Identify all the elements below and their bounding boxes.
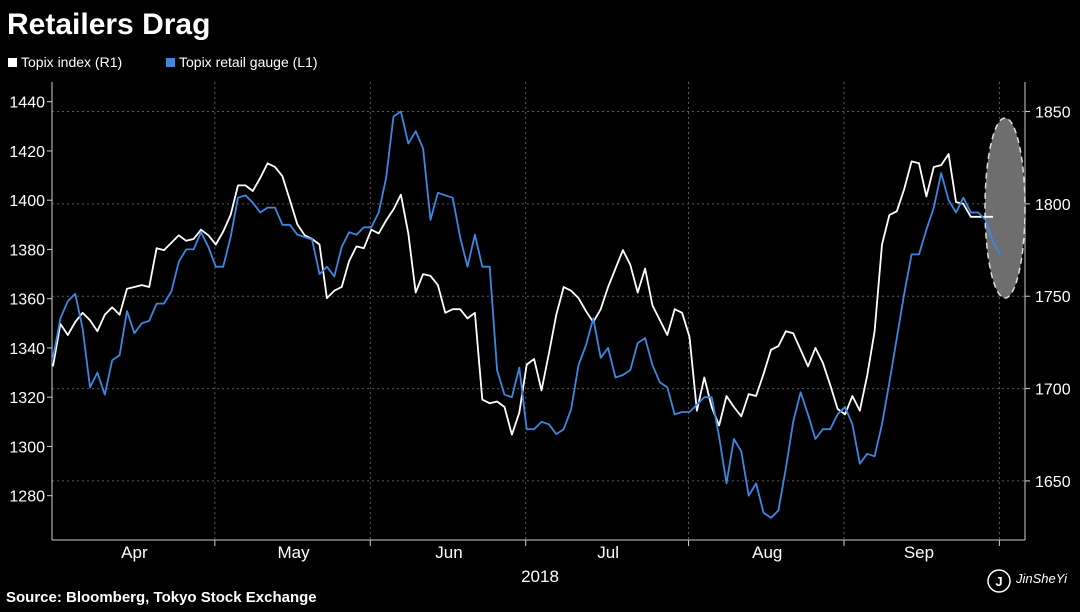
legend-swatch-topix	[8, 58, 17, 67]
left-axis-tick-label: 1280	[9, 489, 45, 506]
x-axis-tick-label: Jun	[435, 543, 462, 562]
right-axis: 1650 1700 1750 1800 1850	[1025, 105, 1071, 491]
series-layer	[52, 110, 1002, 519]
legend-label-retail: Topix retail gauge (L1)	[179, 54, 318, 70]
left-axis-tick-label: 1340	[9, 341, 45, 358]
right-axis-tick-label: 1800	[1035, 197, 1071, 214]
right-axis-tick-label: 1650	[1035, 474, 1071, 491]
legend-swatch-retail	[166, 58, 175, 67]
x-axis-tick-label: May	[277, 543, 310, 562]
watermark-text: JinSheYi	[1015, 571, 1068, 586]
watermark-logo: J JinSheYi	[987, 569, 1068, 593]
highlight-ellipse	[984, 117, 1026, 299]
x-axis-tick-label: Jul	[597, 543, 619, 562]
watermark-logo-glyph: J	[995, 574, 1002, 589]
source-note: Source: Bloomberg, Tokyo Stock Exchange	[6, 589, 317, 606]
x-axis: Apr May Jun Jul Aug Sep	[121, 540, 1000, 562]
gridlines	[52, 82, 1025, 540]
right-axis-tick-label: 1750	[1035, 289, 1071, 306]
watermark-logo-icon	[987, 569, 1011, 593]
left-axis-tick-label: 1420	[9, 144, 45, 161]
series-line-topix-index	[52, 153, 993, 436]
left-axis-tick-label: 1380	[9, 242, 45, 259]
right-axis-tick-label: 1700	[1035, 382, 1071, 399]
chart-title: Retailers Drag	[7, 8, 210, 41]
left-axis-tick-label: 1440	[9, 95, 45, 112]
x-axis-tick-label: Apr	[121, 543, 148, 562]
legend-label-topix: Topix index (R1)	[21, 54, 122, 70]
left-axis-tick-label: 1360	[9, 292, 45, 309]
right-axis-tick-label: 1850	[1035, 105, 1071, 122]
x-axis-year-label: 2018	[521, 567, 559, 586]
x-axis-tick-label: Aug	[752, 543, 782, 562]
left-axis: 1280 1300 1320 1340 1360 1380 1400 1420 1440	[9, 95, 52, 506]
left-axis-tick-label: 1400	[9, 193, 45, 210]
left-axis-tick-label: 1300	[9, 439, 45, 456]
series-line-topix-retail	[52, 110, 1002, 519]
x-axis-tick-label: Sep	[904, 543, 934, 562]
left-axis-tick-label: 1320	[9, 390, 45, 407]
